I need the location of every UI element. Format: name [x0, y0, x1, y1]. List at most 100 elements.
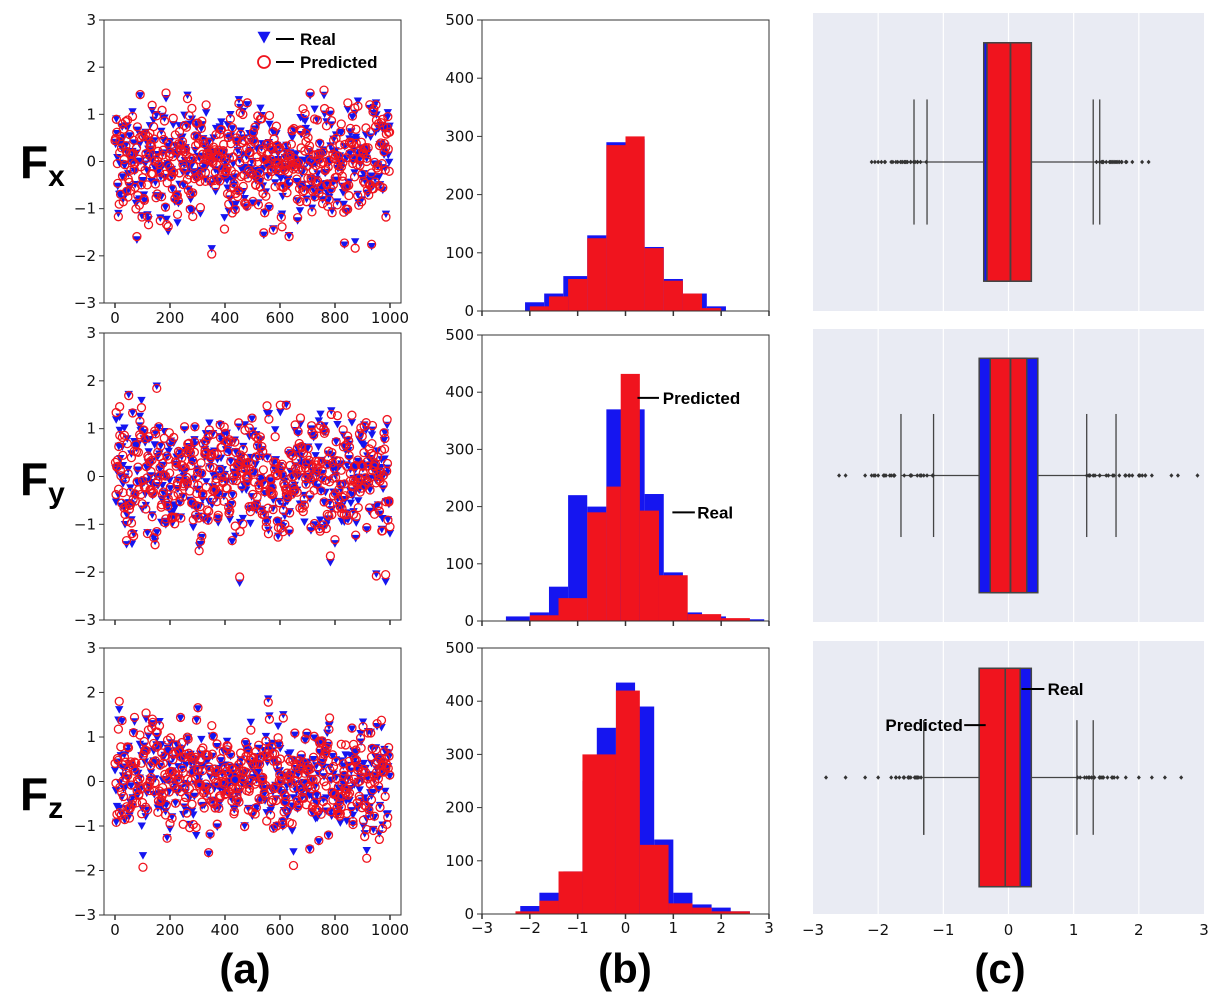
hist-bar-predicted [587, 512, 607, 621]
point-real [384, 158, 394, 167]
point-predicted [158, 782, 168, 793]
point-real [207, 245, 216, 253]
point-predicted [343, 515, 353, 525]
point-real [309, 734, 319, 743]
point-predicted [184, 152, 195, 163]
point-predicted [201, 100, 211, 110]
point-predicted [120, 814, 130, 825]
point-predicted [197, 116, 207, 126]
point-real [331, 131, 341, 139]
point-predicted [337, 503, 347, 514]
point-predicted [183, 734, 193, 744]
point-predicted [249, 137, 260, 147]
point-predicted [242, 472, 252, 482]
outlier-point [1130, 473, 1135, 478]
point-predicted [321, 523, 331, 534]
point-real [162, 215, 171, 224]
point-predicted [304, 765, 314, 775]
point-predicted [261, 517, 272, 527]
point-predicted [112, 455, 123, 465]
point-predicted [298, 506, 308, 517]
point-predicted [113, 212, 124, 222]
point-predicted [341, 510, 352, 520]
point-predicted [203, 750, 213, 760]
point-predicted [150, 179, 161, 189]
point-predicted [121, 535, 132, 546]
point-predicted [145, 457, 155, 467]
point-predicted [382, 122, 392, 133]
point-predicted [135, 416, 145, 426]
point-real [313, 170, 322, 178]
point-predicted [242, 201, 252, 211]
point-real [353, 97, 363, 106]
point-predicted [283, 490, 293, 500]
point-predicted [350, 243, 360, 253]
point-real [318, 151, 328, 159]
point-predicted [120, 757, 131, 767]
outlier-point [1075, 775, 1080, 780]
point-predicted [355, 733, 366, 743]
y-tick-label: 0 [86, 468, 96, 486]
point-real [213, 167, 223, 176]
point-real [140, 197, 149, 205]
point-predicted [315, 149, 325, 159]
point-real [111, 787, 121, 795]
y-tick-label: 400 [445, 383, 474, 401]
point-predicted [136, 489, 146, 500]
point-real [292, 178, 302, 186]
point-predicted [188, 515, 198, 525]
point-predicted [326, 773, 336, 783]
point-real [114, 491, 123, 500]
point-real [193, 465, 202, 474]
point-predicted [135, 730, 145, 740]
point-predicted [152, 741, 163, 751]
point-predicted [317, 457, 327, 467]
outlier-point [918, 473, 923, 478]
point-predicted [191, 500, 202, 511]
point-real [352, 519, 361, 527]
point-real [315, 516, 325, 525]
series-predicted [110, 383, 395, 582]
point-predicted [280, 519, 290, 529]
point-predicted [186, 460, 196, 471]
scatter-plot-fx: −3 −2 −1 0 1 2 3 0 200 400 600 800 1000 Real Predicted [74, 11, 409, 327]
point-real [246, 718, 256, 727]
point-predicted [163, 774, 174, 785]
point-predicted [358, 148, 369, 159]
point-predicted [152, 727, 162, 737]
point-predicted [355, 794, 365, 805]
outlier-point [1137, 473, 1142, 478]
point-real [333, 420, 342, 429]
point-predicted [175, 448, 185, 458]
point-predicted [257, 776, 268, 786]
point-real [156, 214, 165, 222]
point-predicted [342, 431, 353, 441]
point-predicted [385, 522, 395, 532]
x-tick-label: −3 [802, 921, 824, 939]
outlier-point [1116, 159, 1121, 165]
point-real [235, 156, 244, 164]
point-predicted [351, 530, 361, 540]
point-predicted [188, 819, 198, 830]
point-predicted [192, 132, 203, 143]
x-tick-label: 600 [266, 309, 295, 327]
point-real [322, 180, 332, 188]
point-real [288, 756, 298, 764]
point-predicted [188, 188, 198, 198]
point-predicted [120, 160, 130, 170]
point-predicted [128, 531, 139, 541]
point-predicted [353, 101, 363, 111]
point-predicted [325, 106, 335, 117]
y-tick-label: 400 [445, 69, 474, 87]
point-real [161, 521, 171, 529]
x-tick-label: 400 [211, 309, 240, 327]
point-predicted [282, 188, 292, 198]
point-predicted [336, 479, 346, 490]
point-real [326, 558, 335, 567]
point-predicted [362, 824, 372, 835]
point-real [220, 214, 229, 222]
point-predicted [297, 503, 308, 513]
outlier-point [1104, 473, 1109, 478]
panel-label-a: (a) [219, 945, 270, 992]
point-predicted [184, 784, 195, 794]
